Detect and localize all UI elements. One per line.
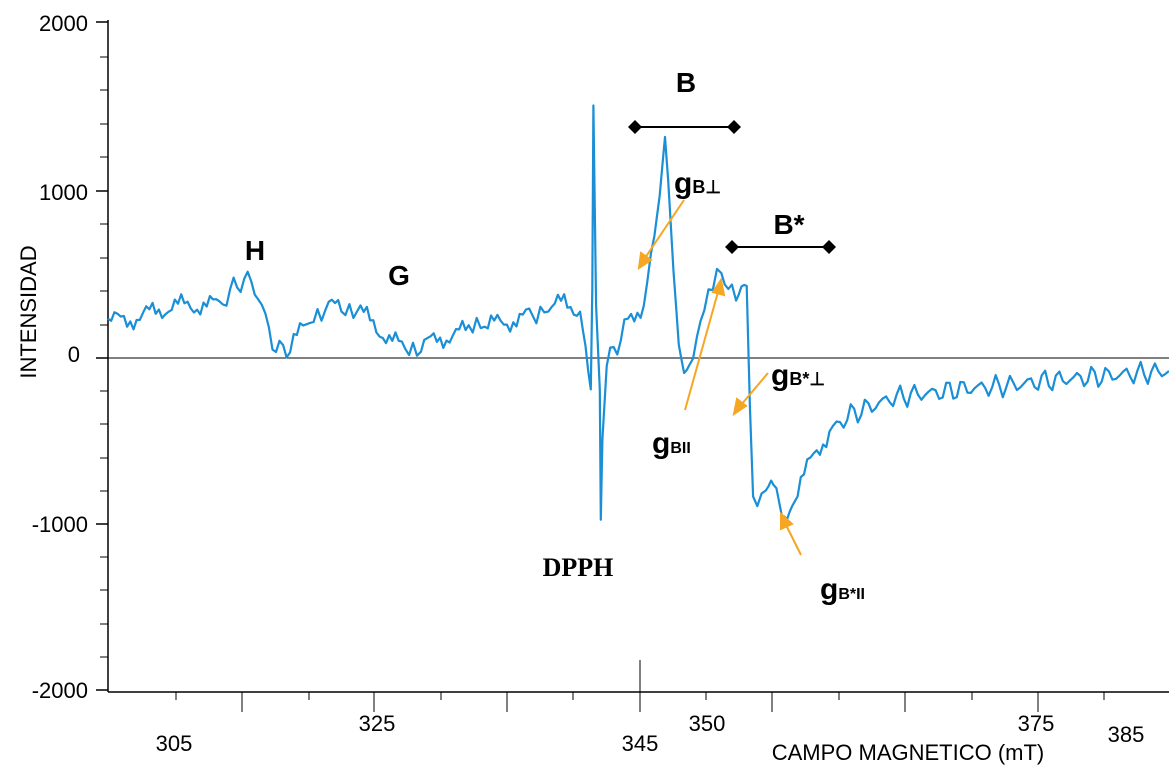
x-tick-label: 350 — [689, 711, 726, 736]
h-peak-label: H — [245, 235, 265, 266]
g-b-perp-label: gB⊥ — [674, 167, 721, 200]
y-axis-title: INTENSIDAD — [16, 245, 41, 378]
dpph-label: DPPH — [543, 553, 614, 582]
b-range-bar — [628, 120, 741, 134]
y-tick-label: 2000 — [39, 11, 88, 36]
b-star-range-bar — [725, 240, 836, 254]
x-tick-label: 305 — [156, 731, 193, 756]
g-arrows — [637, 199, 802, 556]
x-ticks — [175, 660, 1105, 712]
series-layer — [107, 104, 1169, 521]
epr-spectrum-line — [107, 104, 1169, 521]
y-minor-ticks — [100, 56, 108, 658]
g-b-par-label: gBII — [652, 427, 691, 460]
x-tick-label: 345 — [622, 731, 659, 756]
y-tick-label: -1000 — [32, 512, 88, 537]
x-tick-label: 375 — [1018, 711, 1055, 736]
y-tick-label: 0 — [68, 342, 80, 367]
b-label: B — [676, 67, 696, 98]
g-peak-label: G — [388, 260, 410, 291]
g-bstar-perp-label: gB*⊥ — [771, 359, 825, 392]
b-star-label: B* — [773, 209, 804, 240]
g-bstar-par-label: gB*II — [820, 573, 865, 606]
x-tick-label: 325 — [359, 711, 396, 736]
x-tick-label: 385 — [1108, 722, 1145, 747]
y-tick-label: -2000 — [32, 678, 88, 703]
y-tick-label: 1000 — [39, 180, 88, 205]
y-major-ticks — [96, 21, 108, 691]
x-axis-title: CAMPO MAGNETICO (mT) — [772, 740, 1045, 765]
